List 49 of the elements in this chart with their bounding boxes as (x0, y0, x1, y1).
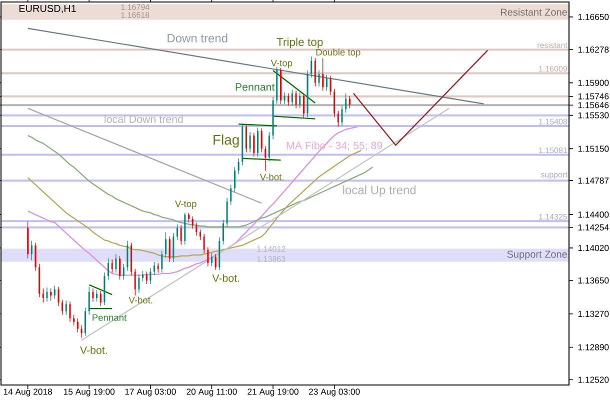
ref-line-label: 1.16009 (539, 66, 568, 72)
x-tick-label: 17 Aug 03:00 (125, 388, 176, 396)
ref-line-label: 1.14325 (539, 214, 568, 220)
annotation: Down trend (168, 34, 228, 42)
ref-line-label: resistant (538, 42, 568, 48)
y-tick-label: 1.13650 (578, 277, 609, 284)
annotation: V-bot. (80, 346, 107, 354)
annotation: Double top (316, 48, 360, 58)
ref-line-label: 1.15081 (539, 148, 568, 154)
annotation: 1.13863 (257, 256, 286, 262)
band-label: Support Zone (507, 250, 567, 260)
annotation: Triple top (276, 38, 323, 48)
y-tick-label: 1.15900 (578, 80, 609, 86)
y-tick-label: 1.12890 (578, 344, 609, 350)
x-tick-label: 23 Aug 03:00 (308, 388, 360, 396)
y-tick-label: 1.14787 (578, 178, 609, 184)
annotation: V-bot. (128, 296, 152, 304)
band-label: Resistant Zone (500, 8, 567, 16)
y-tick-label: 1.15150 (578, 146, 609, 152)
x-tick-label: 20 Aug 11:00 (186, 388, 237, 396)
annotation: MA Fibo - 34; 55; 89 (286, 141, 382, 151)
y-tick-label: 1.15746 (578, 93, 609, 100)
annotation: Pennant (236, 83, 275, 91)
annotation: V-top (175, 200, 196, 210)
annotation: 1.16618 (121, 12, 150, 18)
y-tick-label: 1.12520 (578, 376, 609, 383)
annotation: V-bot. (212, 274, 240, 282)
y-tick-label: 1.14400 (578, 212, 609, 218)
y-tick-label: 1.13270 (578, 310, 609, 317)
y-tick-label: 1.14020 (578, 244, 609, 252)
chart-title: EURUSD,H1 (19, 4, 76, 14)
annotation: local Down trend (104, 115, 183, 123)
y-tick-label: 1.15646 (578, 102, 609, 108)
annotation: local Up trend (343, 185, 416, 197)
x-tick-label: 21 Aug 19:00 (248, 388, 298, 396)
ref-line-label: support (540, 172, 568, 179)
ref-line-label: 1.15408 (539, 118, 568, 124)
x-tick-label: 15 Aug 19:00 (64, 388, 115, 396)
y-tick-label: 1.16278 (578, 46, 609, 53)
x-tick-label: 14 Aug 2018 (4, 388, 52, 396)
annotation: Pennant (92, 314, 127, 321)
y-tick-label: 1.14254 (578, 224, 609, 230)
annotation: V-top (270, 60, 292, 68)
annotation: 1.16794 (121, 4, 150, 10)
annotation: 1.14012 (257, 246, 286, 252)
y-tick-label: 1.16650 (578, 14, 609, 20)
annotation: V-bot. (260, 174, 284, 180)
y-tick-label: 1.15530 (578, 112, 609, 118)
annotation: Flag (214, 134, 239, 148)
